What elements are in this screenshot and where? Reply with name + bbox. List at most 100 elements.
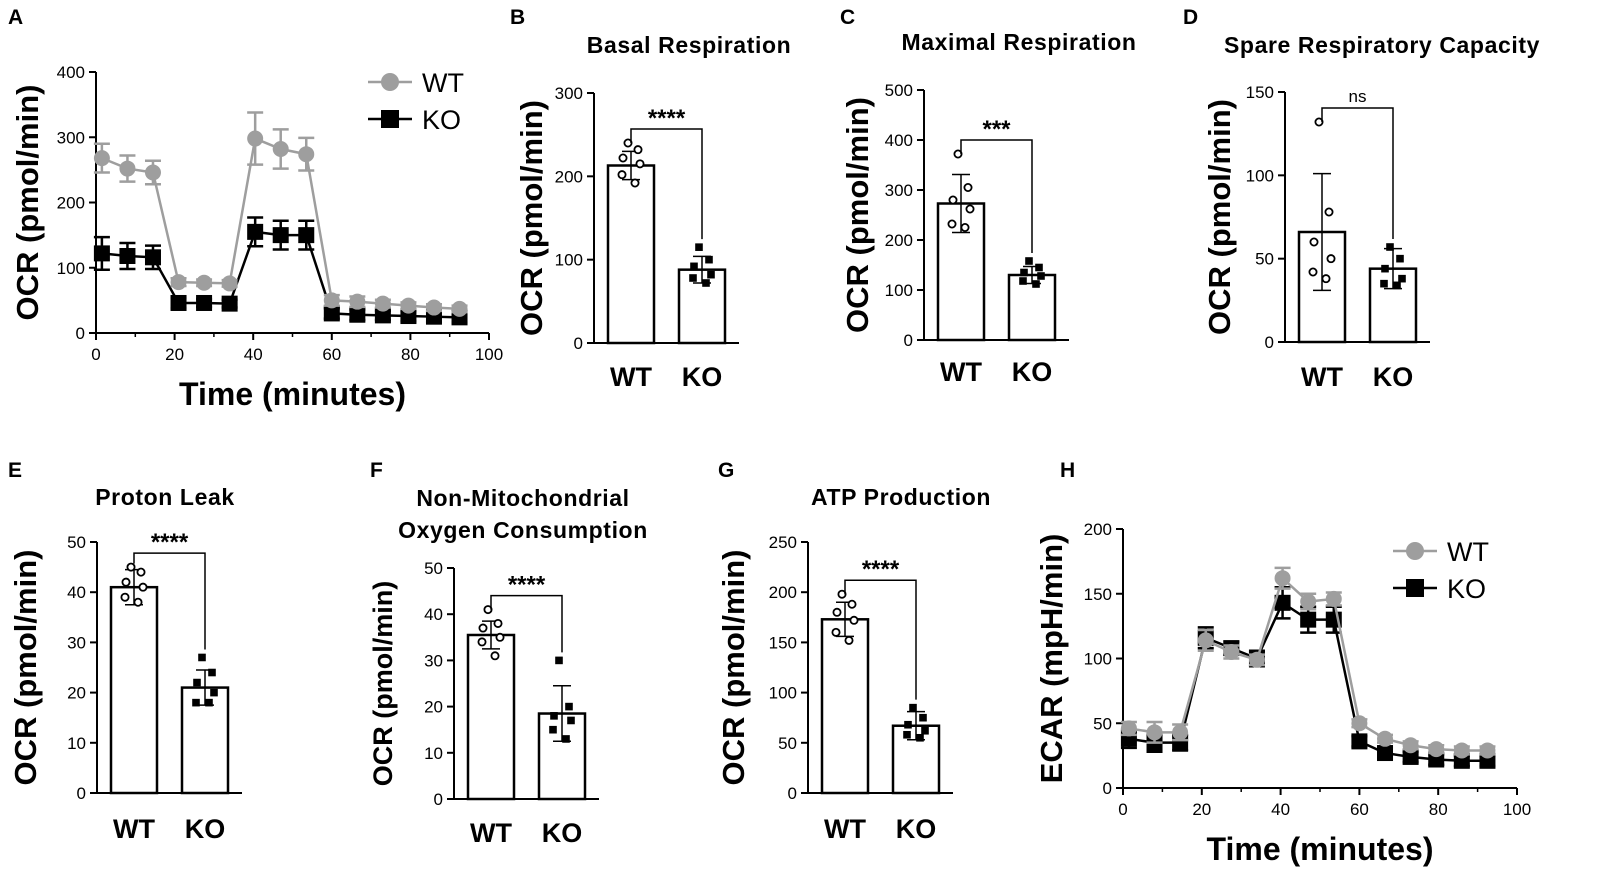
replicate-point-wt [630,178,640,188]
chart-title: ATP Production [811,484,991,510]
data-point-ko [1402,748,1419,765]
panel-letter-b: B [510,6,525,29]
replicate-point-wt [1308,267,1318,277]
data-point-wt [221,275,238,292]
replicate-point-wt [136,567,146,577]
replicate-point-wt [948,195,958,205]
y-axis-label: OCR (pmol/min) [1202,99,1237,335]
legend-marker-ko [381,110,399,128]
significance-label: **** [862,556,900,583]
panel-f-non-mito-oxygen: 0 10 20 30 40 50 Non-Mitochondrial Oxygen Consu… [368,485,647,848]
data-point-wt [400,297,417,314]
panel-letter-g: G [718,459,734,482]
x-tick-label: 60 [322,345,341,364]
data-point-wt [425,299,442,316]
chart-title: Spare Respiratory Capacity [1224,32,1540,58]
replicate-point-wt [849,615,859,625]
y-axis-label: OCR (pmol/min) [716,550,751,786]
replicate-point-ko [909,703,917,712]
data-point-wt [1146,724,1163,741]
y-tick-label: 250 [769,533,797,552]
data-point-wt [93,150,110,167]
data-point-wt [170,274,187,291]
y-tick-label: 50 [1255,250,1274,269]
replicate-point-wt [965,204,975,214]
legend-marker-wt [381,73,399,91]
data-point-wt [451,300,468,317]
data-point-ko [374,307,391,324]
replicate-point-wt [633,145,643,155]
replicate-point-wt [478,623,488,633]
y-tick-label: 0 [1103,779,1112,798]
legend-marker-wt [1406,542,1424,560]
replicate-point-ko [919,713,927,722]
bar-ko [1007,273,1057,342]
x-tick-label: 0 [1118,800,1127,819]
bar-wt [820,618,870,795]
category-label-ko: KO [542,818,583,848]
data-point-wt [298,146,315,163]
category-label-wt: WT [824,814,866,844]
data-point-wt [1197,632,1214,649]
replicate-point-ko [690,262,698,271]
replicate-point-ko [689,274,697,282]
y-tick-label: 30 [424,651,443,670]
replicate-point-ko [208,668,216,677]
y-tick-label: 10 [424,744,443,763]
y-tick-label: 150 [769,633,797,652]
y-axis-label: OCR (pmol/min) [514,100,549,336]
data-point-wt [1248,651,1265,668]
data-point-wt [349,293,366,310]
data-point-wt [119,160,136,177]
data-point-wt [374,295,391,312]
replicate-point-ko [198,653,206,662]
significance-bracket [1321,107,1394,239]
x-tick-label: 0 [91,345,100,364]
replicate-point-ko [1386,243,1394,251]
category-label-wt: WT [113,814,155,844]
data-point-ko [323,305,340,322]
y-axis-label: OCR (pmol/min) [8,550,43,786]
y-tick-label: 50 [67,533,86,552]
replicate-point-wt [121,577,131,587]
y-tick-label: 100 [769,684,797,703]
category-label-wt: WT [610,362,652,392]
panel-c-maximal-respiration: 0 100 200 300 400 500 Maximal Respiration OCR (… [840,29,1136,387]
replicate-point-ko [205,698,213,707]
y-tick-label: 300 [57,128,85,147]
category-label-ko: KO [1373,362,1414,392]
legend-label-ko: KO [1447,574,1486,604]
panel-g-atp-production: 0 50 100 150 200 250 ATP Production OCR (pmol/m… [716,484,991,844]
y-tick-label: 10 [67,734,86,753]
replicate-point-ko [904,720,912,729]
replicate-point-ko [565,702,573,711]
replicate-point-ko [1380,279,1388,288]
y-tick-label: 100 [555,251,583,270]
significance-label: ns [1349,87,1367,106]
data-point-wt [1402,737,1419,754]
data-point-wt [1428,741,1445,758]
replicate-point-ko [549,725,557,734]
x-tick-label: 40 [1271,800,1290,819]
replicate-point-ko [702,279,710,287]
data-point-wt [196,274,213,291]
y-axis-label: OCR (pmol/min) [840,97,875,333]
replicate-point-ko [550,712,558,720]
x-axis-label: Time (minutes) [1207,831,1434,867]
data-point-wt [1325,590,1342,607]
data-point-ko [247,223,264,240]
bar-wt [466,633,516,801]
x-tick-label: 80 [401,345,420,364]
y-tick-label: 0 [77,784,86,803]
data-point-wt [1453,742,1470,759]
data-point-wt [272,140,289,157]
y-tick-label: 0 [574,334,583,353]
category-label-wt: WT [940,357,982,387]
y-tick-label: 0 [434,790,443,809]
data-point-wt [1351,715,1368,732]
chart-title: Maximal Respiration [901,29,1136,55]
chart-title: Basal Respiration [587,32,792,58]
y-tick-label: 50 [778,734,797,753]
replicate-point-wt [960,222,970,232]
y-tick-label: 500 [885,81,913,100]
